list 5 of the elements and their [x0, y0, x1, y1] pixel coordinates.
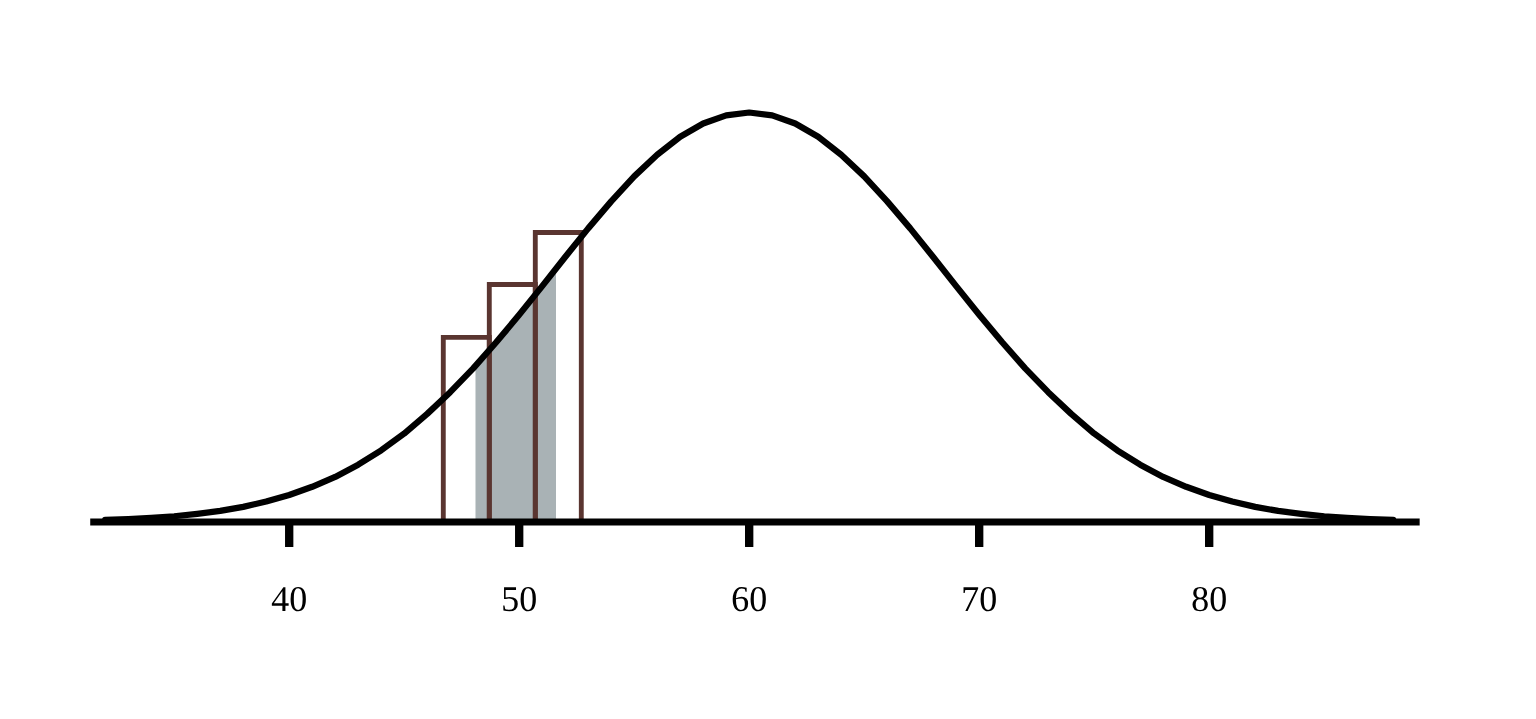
x-tick-label: 50	[503, 586, 536, 612]
x-tick-label: 60	[732, 586, 766, 612]
x-tick-label: 70	[963, 586, 996, 612]
x-tick-label: 40	[271, 586, 306, 612]
x-tick-label: 80	[1192, 586, 1226, 612]
